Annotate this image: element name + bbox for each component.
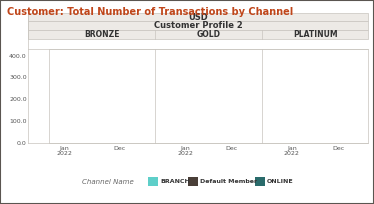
Text: Channel Name: Channel Name [82, 178, 134, 185]
Bar [285, 83, 298, 143]
Text: USD: USD [188, 13, 208, 22]
Text: BRONZE: BRONZE [84, 30, 120, 39]
Text: Default Member: Default Member [200, 179, 257, 184]
Bar [232, 62, 245, 143]
Bar [332, 65, 345, 143]
Text: Customer: Total Number of Transactions by Channel: Customer: Total Number of Transactions b… [7, 7, 294, 17]
Text: PLATINUM: PLATINUM [293, 30, 337, 39]
Text: ONLINE: ONLINE [267, 179, 294, 184]
Text: Customer Profile 2: Customer Profile 2 [154, 21, 243, 30]
Text: BRANCH: BRANCH [160, 179, 190, 184]
Text: GOLD: GOLD [196, 30, 221, 39]
Bar [56, 124, 72, 143]
Bar [219, 81, 232, 143]
